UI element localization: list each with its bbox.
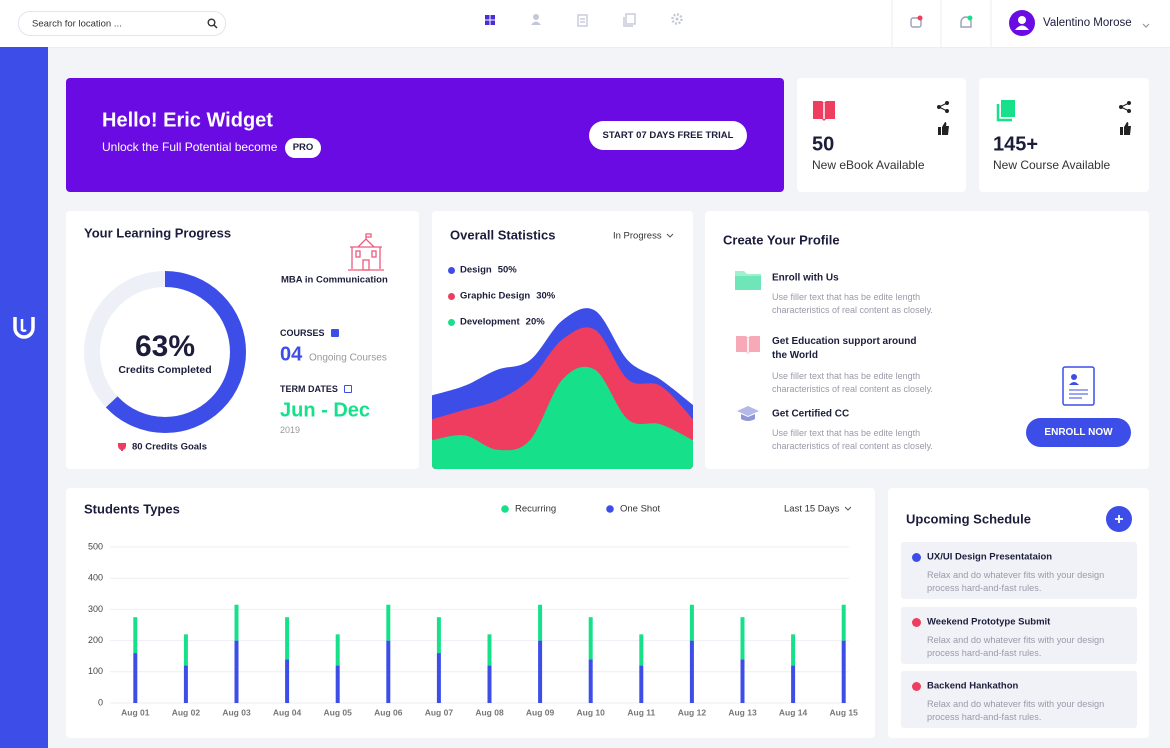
item-title: Get Certified CC <box>772 408 850 420</box>
statistics-card: Overall Statistics In Progress Design 50%… <box>432 211 693 469</box>
schedule-dot <box>912 617 921 627</box>
courses-count: 04 <box>280 343 303 366</box>
courses-heading: COURSES <box>280 328 325 338</box>
trial-button[interactable]: START 07 DAYS FREE TRIAL <box>589 121 747 150</box>
legend-label: Graphic Design <box>460 290 531 302</box>
period-chevron[interactable] <box>844 506 852 512</box>
stat-label: New Course Available <box>993 158 1111 172</box>
nav-pages[interactable] <box>623 13 636 27</box>
schedule-item: Weekend Prototype Submit Relax and do wha… <box>901 606 1137 664</box>
schedule-description: Relax and do whatever fits with your des… <box>927 570 1105 593</box>
legend-dot <box>448 292 455 300</box>
legend-share: 20% <box>525 316 545 328</box>
item-title: Get Education support around the World <box>772 336 917 361</box>
stat-card: 50 New eBook Available <box>797 78 966 192</box>
search-placeholder: Search for location ... <box>32 18 122 30</box>
credits-goal: 80 Credits Goals <box>132 441 207 453</box>
resume-icon <box>1062 366 1095 406</box>
legend-dot <box>448 318 455 326</box>
folder-icon <box>735 271 761 290</box>
search-box[interactable]: Search for location ... <box>18 11 226 36</box>
filter-chevron[interactable] <box>666 233 674 239</box>
card-actions[interactable] <box>1118 100 1132 138</box>
legend-entry: Design 50% <box>460 265 517 276</box>
schedule-title: Weekend Prototype Submit <box>927 616 1051 627</box>
courses-icon <box>331 329 339 337</box>
legend-label: Design <box>460 264 492 276</box>
program-name: MBA in Communication <box>281 274 388 286</box>
legend-share: 50% <box>497 264 517 276</box>
nav-documents[interactable] <box>577 14 588 27</box>
nav-dashboard[interactable] <box>485 15 495 25</box>
schedule-dot <box>912 553 921 562</box>
messages-icon[interactable] <box>910 15 923 28</box>
nav-settings[interactable] <box>671 13 683 25</box>
search-icon <box>207 18 218 29</box>
courses-caption: Ongoing Courses <box>309 352 387 364</box>
legend-label: Development <box>460 316 520 328</box>
learning-progress-card: Your Learning Progress MBA in Communicat… <box>66 211 419 469</box>
enroll-button[interactable]: ENROLL NOW <box>1026 418 1131 447</box>
top-bar <box>0 0 1170 48</box>
banner-title: Hello! Eric Widget <box>102 109 273 132</box>
promo-banner: Hello! Eric Widget Unlock the Full Poten… <box>66 78 784 192</box>
term-heading: TERM DATES <box>280 384 338 394</box>
legend-entry: Graphic Design 30% <box>460 291 555 302</box>
legend-entry: Development 20% <box>460 317 545 328</box>
card-title: Create Your Profile <box>723 232 840 248</box>
profile-card: Create Your Profile Enroll with Us Use f… <box>705 211 1149 469</box>
logo <box>13 317 35 339</box>
stat-card: 145+ New Course Available <box>979 78 1149 192</box>
pro-badge: PRO <box>285 138 321 158</box>
banner-subtitle: Unlock the Full Potential become <box>102 140 278 154</box>
card-title: Overall Statistics <box>450 227 556 243</box>
status-filter[interactable]: In Progress <box>613 230 662 242</box>
card-actions[interactable] <box>936 100 950 138</box>
students-card: Students Types Last 15 Days <box>66 488 875 738</box>
book-icon <box>736 336 760 354</box>
graduation-icon <box>737 406 759 421</box>
top-right <box>891 0 1150 47</box>
schedule-title: Backend Hankathon <box>927 680 1019 692</box>
term-year: 2019 <box>280 425 301 435</box>
card-title: Your Learning Progress <box>84 225 232 241</box>
legend-dot <box>448 266 455 274</box>
item-title: Enroll with Us <box>772 272 839 284</box>
item-description: Use filler text that has be edite length… <box>772 292 933 315</box>
trophy-icon <box>118 443 126 451</box>
period-filter[interactable]: Last 15 Days <box>784 503 840 515</box>
card-title: Upcoming Schedule <box>906 511 1031 527</box>
ebook-icon <box>813 101 835 121</box>
user-name: Valentino Morose <box>1043 17 1132 29</box>
add-button[interactable] <box>1106 506 1132 532</box>
schedule-item: UX/UI Design Presentataion Relax and do w… <box>901 542 1137 599</box>
term: Jun - Dec <box>280 399 371 422</box>
stat-value: 145+ <box>993 133 1039 156</box>
item-description: Use filler text that has be edite length… <box>772 371 933 394</box>
course-icon <box>996 100 1015 122</box>
schedule-title: UX/UI Design Presentataion <box>927 551 1053 563</box>
schedule-dot <box>912 682 921 691</box>
item-description: Use filler text that has be edite length… <box>772 428 933 451</box>
calendar-icon <box>344 385 352 393</box>
nav-profile[interactable] <box>531 14 541 25</box>
nav-icons <box>485 13 683 27</box>
stat-label: New eBook Available <box>812 158 925 172</box>
schedule-description: Relax and do whatever fits with your des… <box>927 699 1105 722</box>
schedule-card: Upcoming Schedule UX/UI Design Presentat… <box>888 488 1149 738</box>
schedule-description: Relax and do whatever fits with your des… <box>927 634 1105 658</box>
schedule-item: Backend Hankathon Relax and do whatever f… <box>901 671 1137 728</box>
user-menu-chevron[interactable] <box>1142 23 1150 28</box>
avatar[interactable] <box>1009 10 1035 36</box>
stat-value: 50 <box>812 133 835 156</box>
legend-share: 30% <box>536 290 556 302</box>
university-icon <box>348 233 384 271</box>
card-title: Students Types <box>84 501 180 517</box>
sidebar <box>0 47 48 748</box>
notifications-icon[interactable] <box>960 15 973 28</box>
